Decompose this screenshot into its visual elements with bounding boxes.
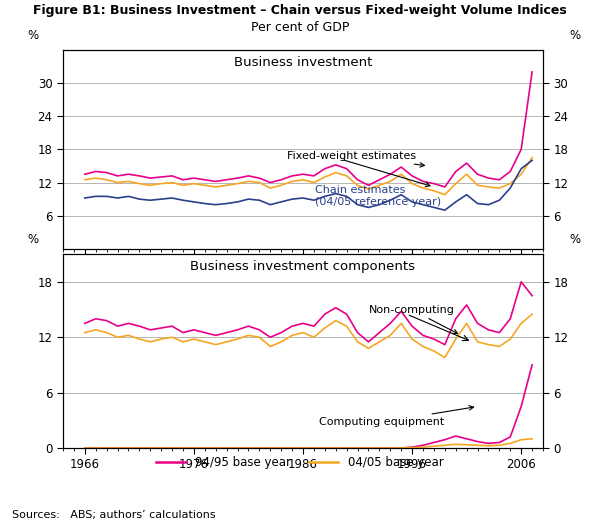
Text: Chain estimates
(04/05 reference year): Chain estimates (04/05 reference year) (315, 185, 441, 207)
Text: Sources:   ABS; authors’ calculations: Sources: ABS; authors’ calculations (12, 510, 215, 520)
Text: %: % (569, 233, 581, 246)
Text: Non-computing: Non-computing (368, 304, 458, 334)
Text: Figure B1: Business Investment – Chain versus Fixed-weight Volume Indices: Figure B1: Business Investment – Chain v… (33, 4, 567, 17)
Legend: 94/95 base year, 04/05 base year: 94/95 base year, 04/05 base year (152, 451, 448, 474)
Text: Business investment components: Business investment components (191, 260, 415, 273)
Text: Fixed-weight estimates: Fixed-weight estimates (287, 151, 424, 167)
Text: %: % (569, 29, 581, 42)
Text: Computing equipment: Computing equipment (319, 406, 473, 427)
Text: %: % (27, 29, 38, 42)
Text: Per cent of GDP: Per cent of GDP (251, 21, 349, 34)
Text: %: % (27, 233, 38, 246)
Text: Business investment: Business investment (234, 56, 372, 69)
